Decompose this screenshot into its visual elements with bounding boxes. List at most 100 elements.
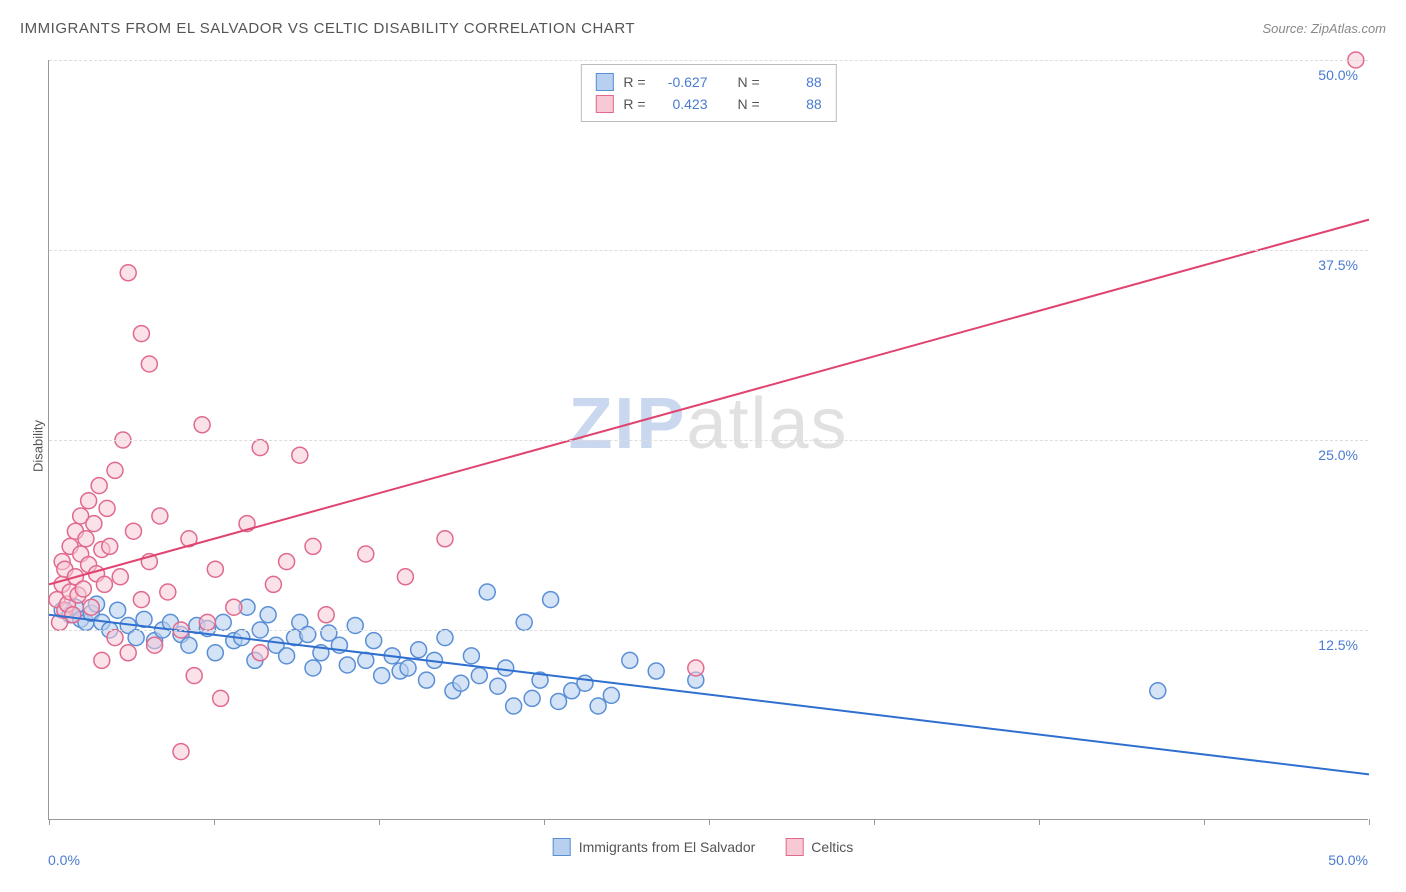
point-salvador bbox=[524, 690, 540, 706]
point-celtics bbox=[83, 599, 99, 615]
point-celtics bbox=[125, 523, 141, 539]
point-salvador bbox=[551, 693, 567, 709]
point-celtics bbox=[437, 531, 453, 547]
point-celtics bbox=[688, 660, 704, 676]
point-salvador bbox=[279, 648, 295, 664]
point-salvador bbox=[339, 657, 355, 673]
x-tick bbox=[1204, 819, 1205, 825]
grid-line bbox=[49, 630, 1368, 631]
grid-line bbox=[49, 60, 1368, 61]
x-tick bbox=[874, 819, 875, 825]
point-salvador bbox=[463, 648, 479, 664]
point-celtics bbox=[91, 478, 107, 494]
point-salvador bbox=[411, 642, 427, 658]
n-label-2: N = bbox=[738, 96, 760, 112]
x-end-label: 50.0% bbox=[1328, 852, 1368, 868]
point-salvador bbox=[260, 607, 276, 623]
point-salvador bbox=[577, 675, 593, 691]
legend-item-celtics: Celtics bbox=[785, 838, 853, 856]
point-celtics bbox=[252, 645, 268, 661]
point-celtics bbox=[133, 592, 149, 608]
point-celtics bbox=[81, 493, 97, 509]
point-celtics bbox=[133, 326, 149, 342]
legend-top-row-2: R = 0.423 N = 88 bbox=[595, 93, 821, 115]
legend-label-salvador: Immigrants from El Salvador bbox=[579, 839, 756, 855]
point-celtics bbox=[141, 356, 157, 372]
y-tick-label: 12.5% bbox=[1318, 637, 1358, 653]
legend-top-row-1: R = -0.627 N = 88 bbox=[595, 71, 821, 93]
point-celtics bbox=[120, 265, 136, 281]
r-label-2: R = bbox=[623, 96, 645, 112]
chart-title: IMMIGRANTS FROM EL SALVADOR VS CELTIC DI… bbox=[20, 20, 635, 37]
point-celtics bbox=[292, 447, 308, 463]
point-celtics bbox=[107, 462, 123, 478]
trendline-celtics bbox=[49, 220, 1369, 585]
point-celtics bbox=[94, 652, 110, 668]
x-tick bbox=[1039, 819, 1040, 825]
point-salvador bbox=[305, 660, 321, 676]
x-start-label: 0.0% bbox=[48, 852, 80, 868]
point-salvador bbox=[490, 678, 506, 694]
point-salvador bbox=[498, 660, 514, 676]
grid-line bbox=[49, 250, 1368, 251]
point-celtics bbox=[186, 668, 202, 684]
y-axis-title: Disability bbox=[31, 420, 46, 472]
plot-area: ZIPatlas R = -0.627 N = 88 R = 0.423 N =… bbox=[48, 60, 1368, 820]
point-celtics bbox=[112, 569, 128, 585]
point-celtics bbox=[279, 554, 295, 570]
x-tick bbox=[214, 819, 215, 825]
point-salvador bbox=[479, 584, 495, 600]
point-celtics bbox=[96, 576, 112, 592]
point-salvador bbox=[300, 627, 316, 643]
point-salvador bbox=[1150, 683, 1166, 699]
point-celtics bbox=[213, 690, 229, 706]
point-salvador bbox=[648, 663, 664, 679]
point-celtics bbox=[207, 561, 223, 577]
swatch-salvador-bottom bbox=[553, 838, 571, 856]
point-salvador bbox=[128, 630, 144, 646]
point-celtics bbox=[194, 417, 210, 433]
point-salvador bbox=[400, 660, 416, 676]
legend-label-celtics: Celtics bbox=[811, 839, 853, 855]
n-value-2: 88 bbox=[770, 96, 822, 112]
point-celtics bbox=[265, 576, 281, 592]
x-tick bbox=[49, 819, 50, 825]
point-celtics bbox=[99, 500, 115, 516]
point-salvador bbox=[516, 614, 532, 630]
point-celtics bbox=[226, 599, 242, 615]
point-salvador bbox=[181, 637, 197, 653]
legend-item-salvador: Immigrants from El Salvador bbox=[553, 838, 756, 856]
point-salvador bbox=[437, 630, 453, 646]
point-salvador bbox=[215, 614, 231, 630]
point-salvador bbox=[347, 617, 363, 633]
point-salvador bbox=[453, 675, 469, 691]
n-label-1: N = bbox=[738, 74, 760, 90]
y-tick-label: 25.0% bbox=[1318, 447, 1358, 463]
grid-line bbox=[49, 440, 1368, 441]
point-celtics bbox=[65, 607, 81, 623]
x-tick bbox=[544, 819, 545, 825]
point-celtics bbox=[147, 637, 163, 653]
point-celtics bbox=[318, 607, 334, 623]
point-celtics bbox=[397, 569, 413, 585]
point-salvador bbox=[543, 592, 559, 608]
legend-bottom: Immigrants from El Salvador Celtics bbox=[553, 838, 854, 856]
point-celtics bbox=[252, 440, 268, 456]
point-salvador bbox=[358, 652, 374, 668]
y-tick-label: 37.5% bbox=[1318, 257, 1358, 273]
point-salvador bbox=[366, 633, 382, 649]
point-celtics bbox=[78, 531, 94, 547]
swatch-salvador bbox=[595, 73, 613, 91]
point-salvador bbox=[419, 672, 435, 688]
point-celtics bbox=[173, 744, 189, 760]
r-label-1: R = bbox=[623, 74, 645, 90]
point-celtics bbox=[75, 581, 91, 597]
r-value-2: 0.423 bbox=[656, 96, 708, 112]
point-salvador bbox=[622, 652, 638, 668]
point-celtics bbox=[102, 538, 118, 554]
point-celtics bbox=[358, 546, 374, 562]
point-celtics bbox=[120, 645, 136, 661]
point-salvador bbox=[603, 687, 619, 703]
point-salvador bbox=[471, 668, 487, 684]
point-celtics bbox=[152, 508, 168, 524]
